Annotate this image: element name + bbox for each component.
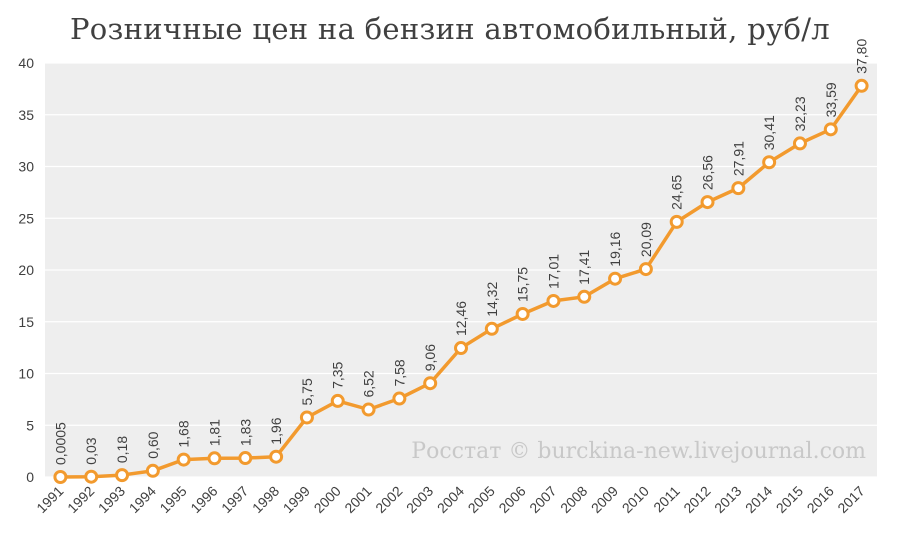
data-label: 17,41 bbox=[576, 250, 592, 285]
y-tick-label: 40 bbox=[18, 55, 34, 71]
data-label: 0,0005 bbox=[52, 422, 68, 465]
x-tick-label: 1998 bbox=[249, 483, 282, 516]
x-tick-label: 2014 bbox=[742, 483, 775, 516]
data-labels: 0,0005 0,03 0,18 0,60 1,68 1,81 1,83 1,96 5,75 7,… bbox=[52, 39, 869, 465]
data-point bbox=[299, 410, 314, 425]
data-point bbox=[700, 195, 715, 210]
data-point bbox=[238, 451, 253, 466]
data-point bbox=[515, 306, 530, 321]
data-point bbox=[115, 468, 130, 483]
x-tick-label: 2002 bbox=[372, 483, 405, 516]
data-point bbox=[145, 463, 160, 478]
data-label: 9,06 bbox=[422, 344, 438, 371]
y-tick-label: 30 bbox=[18, 159, 34, 175]
x-tick-label: 2016 bbox=[804, 483, 837, 516]
y-tick-label: 25 bbox=[18, 210, 34, 226]
x-tick-label: 1994 bbox=[126, 483, 159, 516]
data-point bbox=[84, 469, 99, 484]
data-point bbox=[823, 122, 838, 137]
data-point bbox=[731, 181, 746, 196]
data-label: 20,09 bbox=[638, 222, 654, 257]
x-tick-label: 2006 bbox=[495, 483, 528, 516]
x-tick-label: 1997 bbox=[218, 483, 251, 516]
x-tick-label: 2017 bbox=[834, 483, 867, 516]
y-tick-label: 10 bbox=[18, 366, 34, 382]
data-point bbox=[638, 262, 653, 277]
data-label: 27,91 bbox=[730, 141, 746, 176]
data-point bbox=[330, 393, 345, 408]
x-tick-label: 1992 bbox=[64, 483, 97, 516]
data-label: 7,58 bbox=[391, 359, 407, 386]
chart-title: Розничные цен на бензин автомобильный, р… bbox=[69, 12, 831, 46]
x-tick-label: 2005 bbox=[465, 483, 498, 516]
data-label: 1,96 bbox=[268, 417, 284, 444]
x-tick-label: 1999 bbox=[280, 483, 313, 516]
x-tick-label: 2000 bbox=[311, 483, 344, 516]
data-point bbox=[546, 293, 561, 308]
x-tick-label: 2011 bbox=[650, 483, 683, 516]
data-point bbox=[577, 289, 592, 304]
data-point bbox=[608, 271, 623, 286]
x-tick-label: 2003 bbox=[403, 483, 436, 516]
data-point bbox=[176, 452, 191, 467]
data-label: 30,41 bbox=[761, 115, 777, 150]
data-points bbox=[53, 78, 869, 484]
data-label: 32,23 bbox=[792, 96, 808, 131]
data-label: 1,83 bbox=[237, 419, 253, 446]
data-point bbox=[484, 321, 499, 336]
data-label: 33,59 bbox=[823, 82, 839, 117]
x-tick-label: 2010 bbox=[619, 483, 652, 516]
x-axis-ticks: 1991199219931994199519961997199819992000… bbox=[33, 483, 868, 516]
data-label: 5,75 bbox=[299, 378, 315, 405]
y-tick-label: 15 bbox=[18, 314, 34, 330]
x-tick-label: 1995 bbox=[156, 483, 189, 516]
x-tick-label: 1996 bbox=[187, 483, 220, 516]
data-label: 19,16 bbox=[607, 231, 623, 266]
data-label: 1,81 bbox=[206, 419, 222, 446]
x-tick-label: 1991 bbox=[33, 483, 66, 516]
data-label: 15,75 bbox=[515, 267, 531, 302]
data-label: 0,18 bbox=[114, 436, 130, 463]
data-point bbox=[392, 391, 407, 406]
data-label: 7,35 bbox=[330, 361, 346, 388]
gridlines bbox=[45, 62, 877, 478]
data-label: 37,80 bbox=[854, 39, 870, 74]
watermark: Росстат © burckina-new.livejournal.com bbox=[411, 439, 866, 464]
data-point bbox=[361, 402, 376, 417]
x-tick-label: 2013 bbox=[711, 483, 744, 516]
x-tick-label: 2004 bbox=[434, 483, 467, 516]
x-tick-label: 2015 bbox=[773, 483, 806, 516]
x-tick-label: 1993 bbox=[95, 483, 128, 516]
data-label: 26,56 bbox=[700, 155, 716, 190]
data-point bbox=[423, 376, 438, 391]
data-label: 24,65 bbox=[669, 175, 685, 210]
data-label: 14,32 bbox=[484, 282, 500, 317]
x-tick-label: 2009 bbox=[588, 483, 621, 516]
data-point bbox=[53, 469, 68, 484]
data-point bbox=[207, 451, 222, 466]
data-label: 17,01 bbox=[545, 254, 561, 289]
data-point bbox=[269, 449, 284, 464]
data-point bbox=[669, 214, 684, 229]
x-tick-label: 2012 bbox=[680, 483, 713, 516]
x-tick-label: 2007 bbox=[526, 483, 559, 516]
y-tick-label: 35 bbox=[18, 107, 34, 123]
y-tick-label: 5 bbox=[26, 417, 34, 433]
data-label: 0,03 bbox=[83, 437, 99, 464]
x-tick-label: 2001 bbox=[341, 483, 374, 516]
data-label: 1,68 bbox=[176, 420, 192, 447]
y-tick-label: 20 bbox=[18, 262, 34, 278]
data-point bbox=[762, 155, 777, 170]
data-point bbox=[854, 78, 869, 93]
data-label: 6,52 bbox=[361, 370, 377, 397]
data-label: 12,46 bbox=[453, 301, 469, 336]
data-point bbox=[792, 136, 807, 151]
data-label: 0,60 bbox=[145, 431, 161, 458]
y-tick-label: 0 bbox=[26, 469, 34, 485]
x-tick-label: 2008 bbox=[557, 483, 590, 516]
y-axis-ticks: 0 5 10 15 20 25 30 35 40 bbox=[18, 55, 34, 485]
data-point bbox=[454, 341, 468, 356]
